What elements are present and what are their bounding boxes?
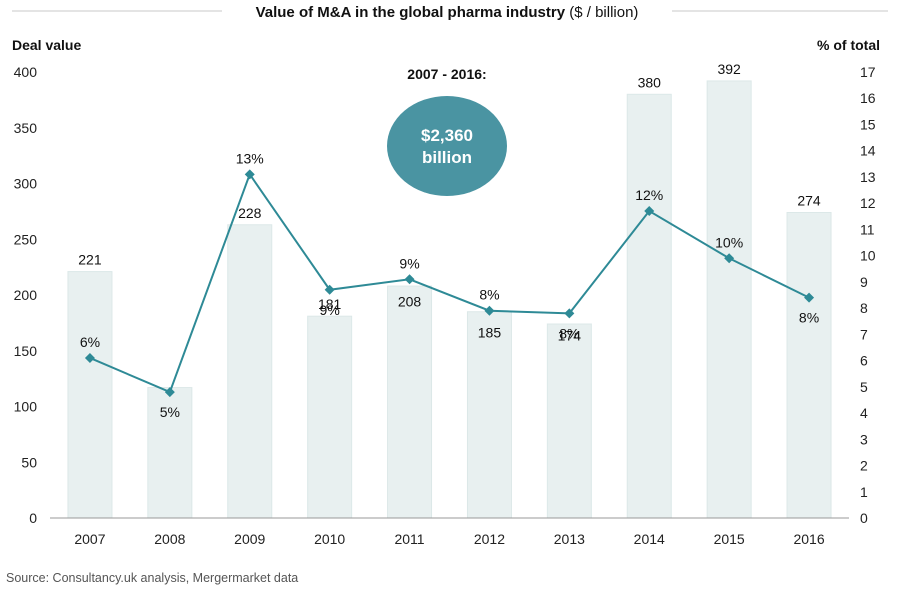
bar [546,323,592,519]
y2-tick-label: 14 [860,143,876,159]
line-value-label: 9% [320,302,340,318]
total-caption: 2007 - 2016: [407,66,486,82]
y-tick-label: 200 [14,287,38,303]
y-tick-label: 400 [14,64,38,80]
y2-tick-label: 12 [860,195,876,211]
y2-tick-label: 8 [860,300,868,316]
line-marker [84,352,95,363]
y-tick-label: 350 [14,120,38,136]
line-value-label: 12% [635,187,663,203]
bar [227,224,273,519]
line-value-label: 5% [160,404,180,420]
line-value-label: 13% [236,150,264,166]
bar [67,271,113,519]
line-value-label: 9% [399,255,419,271]
y2-tick-label: 13 [860,169,876,185]
y2-tick-label: 15 [860,116,876,132]
bar-value-labels: 221 228 181 208 185 174 380 392 274 [78,61,821,343]
line-value-label: 6% [80,334,100,350]
bar-value-label: 185 [478,325,502,341]
total-bubble [387,96,507,196]
bar-value-label: 392 [717,61,741,77]
chart-title-group: Value of M&A in the global pharma indust… [12,4,888,21]
x-axis-ticks: 2007 2008 2009 2010 2011 2012 2013 2014 2015 2016 [74,531,824,547]
bar-series [67,80,832,519]
bar-value-label: 221 [78,252,102,268]
y-tick-label: 50 [21,454,37,470]
bar [307,315,353,519]
total-value: $2,360 [421,126,473,145]
line-marker [564,308,575,319]
x-tick-label: 2011 [394,531,424,547]
y2-axis-title: % of total [817,37,880,53]
line-marker [164,387,175,398]
y2-tick-label: 9 [860,274,868,290]
x-tick-label: 2016 [793,531,824,547]
x-tick-label: 2013 [554,531,585,547]
bar-value-label: 228 [238,205,262,221]
source-note: Source: Consultancy.uk analysis, Mergerm… [6,571,299,585]
y2-tick-label: 1 [860,484,868,500]
line-marker [644,206,655,217]
line-value-label: 8% [559,325,579,341]
y2-tick-label: 2 [860,458,868,474]
x-tick-label: 2010 [314,531,345,547]
y-tick-label: 0 [29,510,37,526]
x-tick-label: 2007 [74,531,105,547]
bar [387,285,433,519]
line-value-label: 8% [799,310,819,326]
bar-value-label: 274 [797,192,821,208]
y2-tick-label: 16 [860,90,876,106]
line-marker [404,274,415,285]
line-marker [724,253,735,264]
y2-tick-label: 0 [860,510,868,526]
y2-tick-label: 6 [860,353,868,369]
chart-title: Value of M&A in the global pharma indust… [256,4,639,21]
y-tick-label: 150 [14,343,38,359]
x-tick-label: 2009 [234,531,265,547]
y2-tick-label: 4 [860,405,868,421]
y2-tick-label: 3 [860,431,868,447]
line-value-labels: 6% 5% 13% 9% 9% 8% 8% 12% 10% 8% [80,150,819,420]
y2-tick-label: 11 [860,221,875,237]
y2-tick-label: 7 [860,326,868,342]
y-axis-ticks: 0 50 100 150 200 250 300 350 400 [14,64,38,526]
bar-value-label: 181 [318,296,342,312]
y2-tick-label: 17 [860,64,876,80]
bar [786,211,832,519]
line-series [84,169,815,398]
y-tick-label: 250 [14,231,38,247]
y2-tick-label: 10 [860,248,876,264]
x-tick-label: 2008 [154,531,185,547]
x-tick-label: 2014 [634,531,665,547]
bar-value-label: 380 [638,74,662,90]
line-marker [324,284,335,295]
y-tick-label: 300 [14,176,38,192]
line-value-label: 10% [715,234,743,250]
line-value-label: 8% [479,287,499,303]
bar [626,93,672,519]
line-marker [484,305,495,316]
x-tick-label: 2012 [474,531,505,547]
bar-value-label: 208 [398,293,422,309]
y-axis-title: Deal value [12,37,81,53]
total-unit: billion [422,148,472,167]
line-marker [244,169,255,180]
total-annotation: 2007 - 2016: $2,360 billion [387,66,507,196]
line-path [89,172,810,394]
y-tick-label: 100 [14,399,38,415]
y2-tick-label: 5 [860,379,868,395]
line-marker [804,292,815,303]
bar-value-label: 174 [558,327,582,343]
x-tick-label: 2015 [714,531,745,547]
bar [706,80,752,519]
bar [466,311,512,519]
